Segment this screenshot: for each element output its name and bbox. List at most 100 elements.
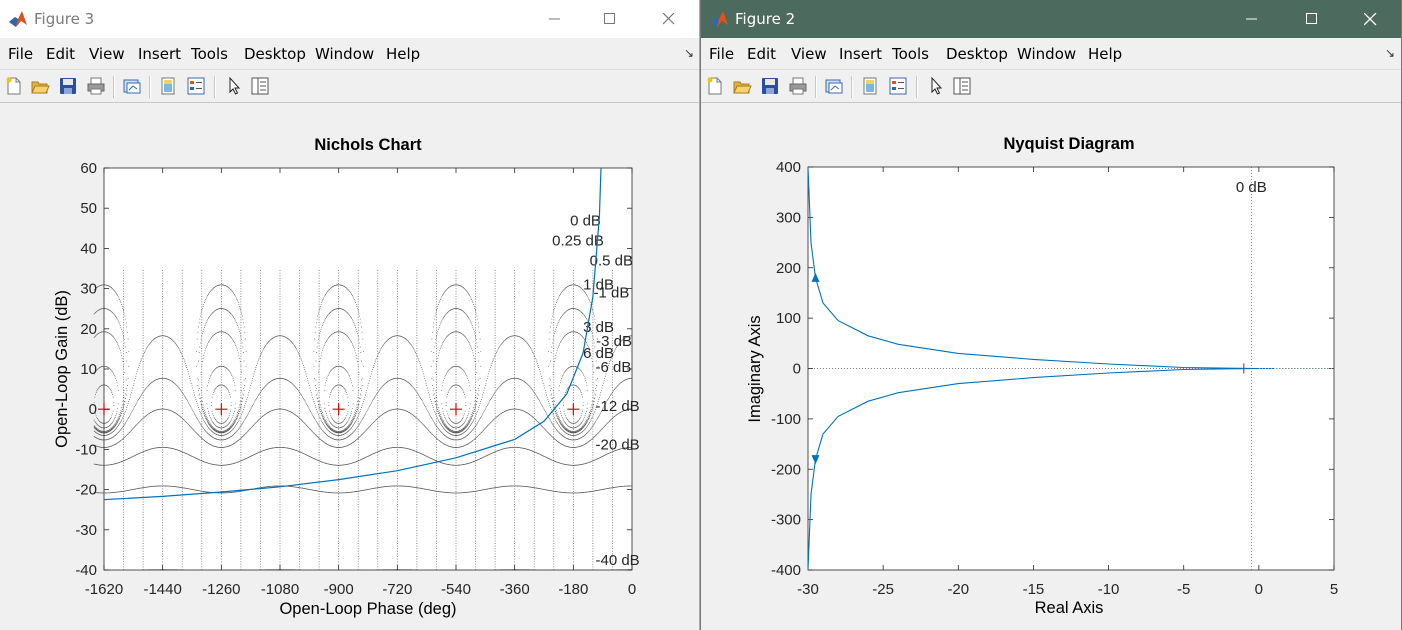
- nichols-grid-dot: [186, 422, 188, 424]
- nichols-grid-dot: [338, 384, 340, 386]
- nichols-grid-dot: [460, 420, 462, 422]
- menu-window[interactable]: Window: [315, 45, 375, 63]
- menu-view[interactable]: View: [89, 45, 125, 63]
- nichols-grid-dot: [268, 382, 270, 384]
- nichols-grid-dot: [334, 421, 336, 423]
- nichols-chart[interactable]: 0 dB0.25 dB0.5 dB1 dB-1 dB3 dB-3 dB6 dB-…: [0, 0, 700, 630]
- nichols-grid-dot: [409, 383, 411, 385]
- nichols-grid-dot: [140, 420, 141, 422]
- menu-help[interactable]: Help: [386, 45, 421, 63]
- nichols-grid-dot: [112, 288, 113, 290]
- nichols-grid-dot: [287, 338, 289, 339]
- nichols-grid-dot: [227, 368, 229, 370]
- nichols-grid-dot: [443, 340, 445, 342]
- nichols-grid-dot: [192, 429, 194, 431]
- nichols-grid-dot: [108, 430, 110, 432]
- dock-arrow-icon[interactable]: ↘: [684, 46, 695, 60]
- nichols-grid-dot: [216, 366, 218, 368]
- nichols-grid-dot: [205, 423, 207, 425]
- nichols-grid-dot: [407, 411, 409, 413]
- nichols-grid-dot: [383, 413, 385, 415]
- link-plot-icon[interactable]: [122, 76, 142, 96]
- nichols-grid-dot: [587, 420, 589, 422]
- nichols-grid-dot: [229, 427, 231, 429]
- nichols-grid-dot: [570, 434, 572, 436]
- nichols-grid-dot: [243, 394, 244, 396]
- nichols-grid-dot: [422, 401, 424, 403]
- nichols-grid-dot: [350, 379, 352, 381]
- nichols-grid-dot: [437, 428, 439, 430]
- nichols-grid-dot: [479, 331, 480, 333]
- menu-edit[interactable]: Edit: [46, 45, 76, 63]
- nichols-grid-dot: [258, 359, 259, 361]
- nichols-grid-dot: [346, 413, 348, 415]
- nichols-grid-dot: [277, 377, 279, 379]
- nichols-grid-dot: [345, 416, 347, 418]
- nichols-grid-dot: [553, 404, 555, 406]
- menu-desktop[interactable]: Desktop: [244, 45, 306, 63]
- title-bar[interactable]: Figure 3: [0, 0, 699, 38]
- nichols-grid-dot: [587, 432, 589, 433]
- nichols-grid-dot: [111, 422, 113, 424]
- nichols-grid-dot: [593, 424, 594, 426]
- new-figure-icon[interactable]: [4, 76, 24, 96]
- nichols-grid-dot: [473, 328, 475, 330]
- nichols-grid-dot: [555, 412, 557, 414]
- nichols-grid-dot: [454, 384, 456, 386]
- nichols-grid-dot: [238, 439, 240, 441]
- nichols-grid-dot: [447, 431, 448, 433]
- nichols-grid-dot: [542, 382, 544, 384]
- open-file-icon[interactable]: [30, 76, 50, 96]
- nichols-grid-dot: [585, 379, 587, 381]
- nichols-grid-dot: [178, 415, 180, 417]
- nichols-grid-dot: [568, 431, 570, 433]
- legend-icon[interactable]: [186, 76, 206, 96]
- nichols-grid-dot: [561, 422, 563, 424]
- menu-insert[interactable]: Insert: [138, 45, 182, 63]
- nichols-grid-dot: [438, 326, 440, 328]
- colorbar-icon[interactable]: [158, 76, 178, 96]
- property-inspector-icon[interactable]: [250, 76, 270, 96]
- nichols-grid-dot: [513, 377, 515, 379]
- minimize-button[interactable]: [532, 0, 578, 38]
- nichols-grid-dot: [412, 386, 414, 388]
- nichols-grid-dot: [94, 396, 96, 398]
- nichols-grid-dot: [566, 368, 568, 370]
- nichols-grid-dot: [395, 377, 397, 379]
- print-icon[interactable]: [86, 76, 106, 96]
- nichols-grid-dot: [557, 297, 559, 299]
- nichols-grid-dot: [574, 284, 576, 286]
- close-button[interactable]: [646, 0, 692, 38]
- maximize-button[interactable]: [587, 0, 633, 38]
- nichols-grid-dot: [198, 420, 199, 422]
- nichols-grid-dot: [437, 410, 439, 412]
- nichols-grid-dot: [233, 410, 235, 412]
- nichols-grid-dot: [551, 398, 553, 400]
- nichols-grid-dot: [230, 313, 232, 315]
- nichols-grid-dot: [232, 292, 234, 293]
- pointer-icon[interactable]: [224, 76, 244, 96]
- nichols-grid-dot: [250, 408, 252, 410]
- nichols-grid-dot: [301, 361, 303, 363]
- menu-file[interactable]: File: [8, 45, 34, 63]
- nichols-grid-dot: [561, 424, 563, 426]
- nichols-grid-dot: [121, 427, 123, 429]
- nichols-grid-dot: [208, 443, 210, 445]
- nichols-grid-dot: [173, 341, 175, 343]
- nichols-grid-dot: [464, 396, 466, 398]
- nichols-grid-dot: [449, 438, 451, 440]
- nichols-grid-dot: [419, 361, 420, 363]
- nichols-grid-dot: [326, 316, 328, 317]
- nichols-grid-dot: [114, 435, 116, 436]
- nichols-grid-dot: [579, 428, 581, 430]
- save-icon[interactable]: [58, 76, 78, 96]
- nichols-grid-dot: [452, 308, 454, 310]
- nichols-grid-dot: [253, 402, 255, 404]
- nichols-grid-dot: [434, 393, 435, 395]
- nichols-grid-dot: [558, 320, 560, 322]
- menu-tools[interactable]: Tools: [191, 45, 228, 63]
- nichols-grid-dot: [113, 436, 115, 437]
- nichols-grid-dot: [460, 430, 462, 432]
- nichols-grid-dot: [346, 312, 348, 313]
- nichols-grid-dot: [591, 418, 593, 420]
